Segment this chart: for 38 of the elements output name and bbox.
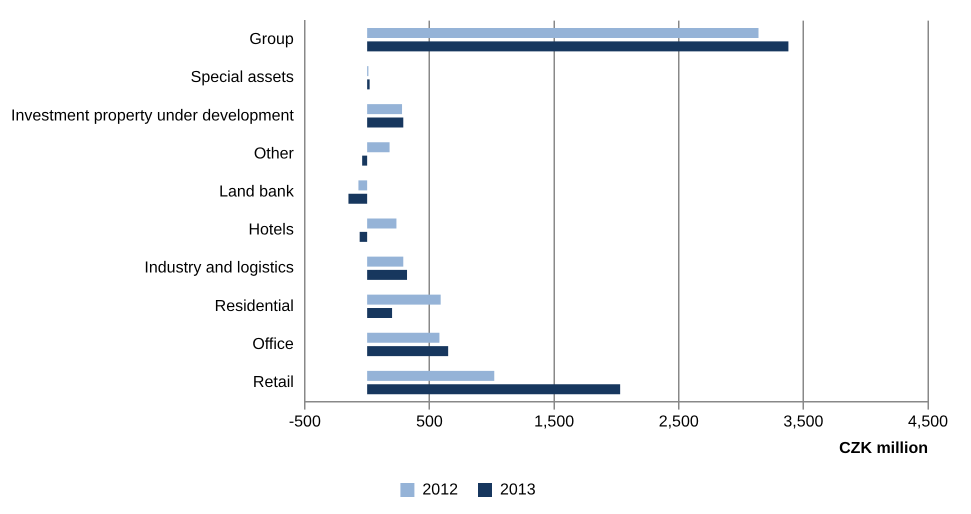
bar	[362, 156, 368, 166]
y-tick-label: Special assets	[190, 69, 294, 86]
bar	[367, 104, 402, 114]
bar	[367, 41, 788, 52]
bar	[358, 180, 368, 190]
bar	[367, 118, 404, 128]
y-tick-label: Residential	[214, 298, 294, 315]
y-tick-label: Other	[254, 145, 294, 162]
legend-label: 2012	[422, 481, 458, 498]
bar	[367, 332, 440, 343]
bar	[367, 256, 404, 267]
y-tick-label: Industry and logistics	[144, 260, 294, 277]
y-tick-label: Hotels	[248, 222, 294, 239]
bar	[367, 218, 396, 228]
x-tick-label: 2,500	[658, 414, 699, 431]
bar	[367, 28, 758, 38]
legend-label: 2013	[500, 481, 536, 498]
y-tick-label: Office	[252, 336, 294, 353]
bar	[367, 346, 448, 356]
bar	[367, 142, 390, 152]
y-tick-label: Retail	[252, 374, 294, 391]
y-tick-label: Group	[249, 31, 294, 48]
x-tick-label: 3,500	[783, 414, 824, 431]
bar	[348, 194, 368, 204]
x-tick-label: 4,500	[908, 414, 948, 431]
x-tick-label: 500	[416, 414, 443, 431]
bar	[367, 79, 370, 90]
bar	[367, 270, 408, 280]
x-tick-label: 1,500	[534, 414, 574, 431]
x-axis-title: CZK million	[839, 440, 928, 457]
bar	[367, 384, 620, 394]
y-tick-label: Land bank	[219, 183, 295, 200]
bar	[367, 370, 494, 381]
bar	[367, 308, 392, 318]
y-tick-label: Investment property under development	[11, 107, 294, 124]
bar	[360, 232, 368, 242]
bar	[367, 294, 441, 305]
x-tick-label: -500	[288, 414, 321, 431]
